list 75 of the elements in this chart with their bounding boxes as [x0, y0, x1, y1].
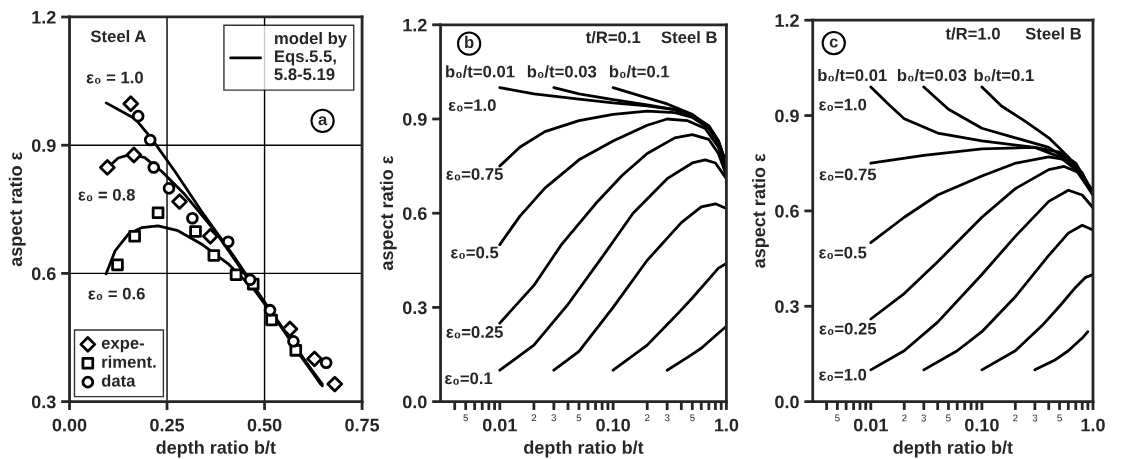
x-axis-title: depth ratio b/t [156, 440, 276, 458]
annotation: ε₀=0.5 [819, 246, 867, 259]
y-axis-title: aspect ratio ε [379, 156, 397, 271]
annotation: ε₀=0.25 [819, 322, 877, 336]
text: 2 [645, 414, 650, 422]
x-tick-label: 0.50 [247, 418, 282, 432]
text: 3 [551, 414, 557, 422]
x-axis-title: depth ratio b/t [524, 440, 644, 458]
x-tick-label: 0.01 [482, 418, 517, 432]
legend-label: expe- [101, 339, 145, 353]
y-tick-label: 0.9 [31, 139, 56, 152]
text: 5 [576, 414, 582, 422]
annotation: ε₀=0.75 [819, 168, 877, 181]
text: b [465, 35, 474, 49]
legend-label: data [101, 374, 136, 387]
annotation: Steel B [1025, 27, 1081, 40]
legend-label: riment. [102, 355, 156, 368]
text: 5 [946, 414, 951, 422]
annotation: ε₀=0.25 [446, 326, 503, 339]
annotation: t/R=1.0 [945, 27, 1000, 40]
annotation: ε₀ = 0.8 [78, 188, 135, 202]
annotation: ε₀=0.1 [445, 372, 493, 385]
annotation: Steel A [90, 29, 146, 43]
x-tick-label: 0.10 [965, 418, 999, 432]
y-tick-label: 0.3 [31, 395, 56, 409]
annotation: ε₀=0.5 [451, 246, 499, 259]
annotation: ε₀=1.0 [819, 368, 867, 381]
y-tick-label: 0.6 [775, 204, 799, 218]
x-tick-label: 0.25 [150, 418, 185, 432]
text: 5 [690, 414, 695, 422]
annotation: ε₀=1.0 [819, 98, 867, 111]
y-tick-label: 0.3 [402, 301, 427, 315]
text: 5 [463, 414, 468, 422]
x-tick-label: 0.10 [596, 418, 630, 432]
annotation: b₀/t=0.01 [446, 65, 515, 78]
annotation: Steel B [661, 30, 717, 44]
annotation: ε₀=1.0 [448, 99, 496, 112]
x-tick-label: 1.0 [715, 418, 739, 432]
annotation: b₀/t=0.03 [527, 65, 597, 78]
legend-label: model by Eqs.5.5, 5.8-5.19 [274, 31, 347, 81]
annotation: t/R=0.1 [585, 30, 641, 44]
annotation: b₀/t=0.01 [818, 68, 887, 82]
y-tick-label: 0.9 [402, 112, 427, 126]
annotation: ε₀=0.75 [446, 168, 503, 181]
x-tick-label: 1.0 [1081, 418, 1105, 432]
text: 2 [902, 414, 907, 422]
text: 2 [1013, 414, 1018, 422]
text: a [318, 116, 328, 126]
y-axis-title: aspect ratio ε [752, 153, 769, 268]
x-tick-label: 0.75 [345, 418, 380, 432]
annotation: ε₀ = 1.0 [86, 71, 143, 84]
y-tick-label: 1.2 [32, 10, 56, 24]
text: 3 [1032, 414, 1038, 422]
text: c [829, 38, 838, 48]
x-axis-title: depth ratio b/t [893, 440, 1013, 458]
y-tick-label: 0.0 [775, 395, 799, 409]
text: 3 [921, 414, 926, 422]
text: 5 [1057, 414, 1062, 422]
text: 5 [835, 414, 840, 422]
annotation: b₀/t=0.1 [974, 68, 1034, 82]
annotation: ε₀ = 0.6 [88, 287, 145, 300]
y-tick-label: 0.6 [31, 267, 56, 281]
y-tick-label: 0.0 [402, 395, 427, 409]
y-tick-label: 0.6 [402, 207, 427, 220]
y-tick-label: 0.9 [775, 109, 799, 123]
y-tick-label: 0.3 [775, 300, 799, 314]
y-axis-title: aspect ratio ε [8, 152, 26, 267]
y-tick-label: 1.2 [403, 18, 427, 32]
y-tick-label: 1.2 [775, 14, 799, 27]
x-tick-label: 0.01 [853, 418, 888, 432]
x-tick-label: 0.00 [52, 418, 87, 432]
text: 3 [664, 414, 670, 422]
annotation: b₀/t=0.1 [609, 65, 670, 78]
annotation: b₀/t=0.03 [897, 68, 967, 82]
text: 2 [531, 414, 537, 422]
